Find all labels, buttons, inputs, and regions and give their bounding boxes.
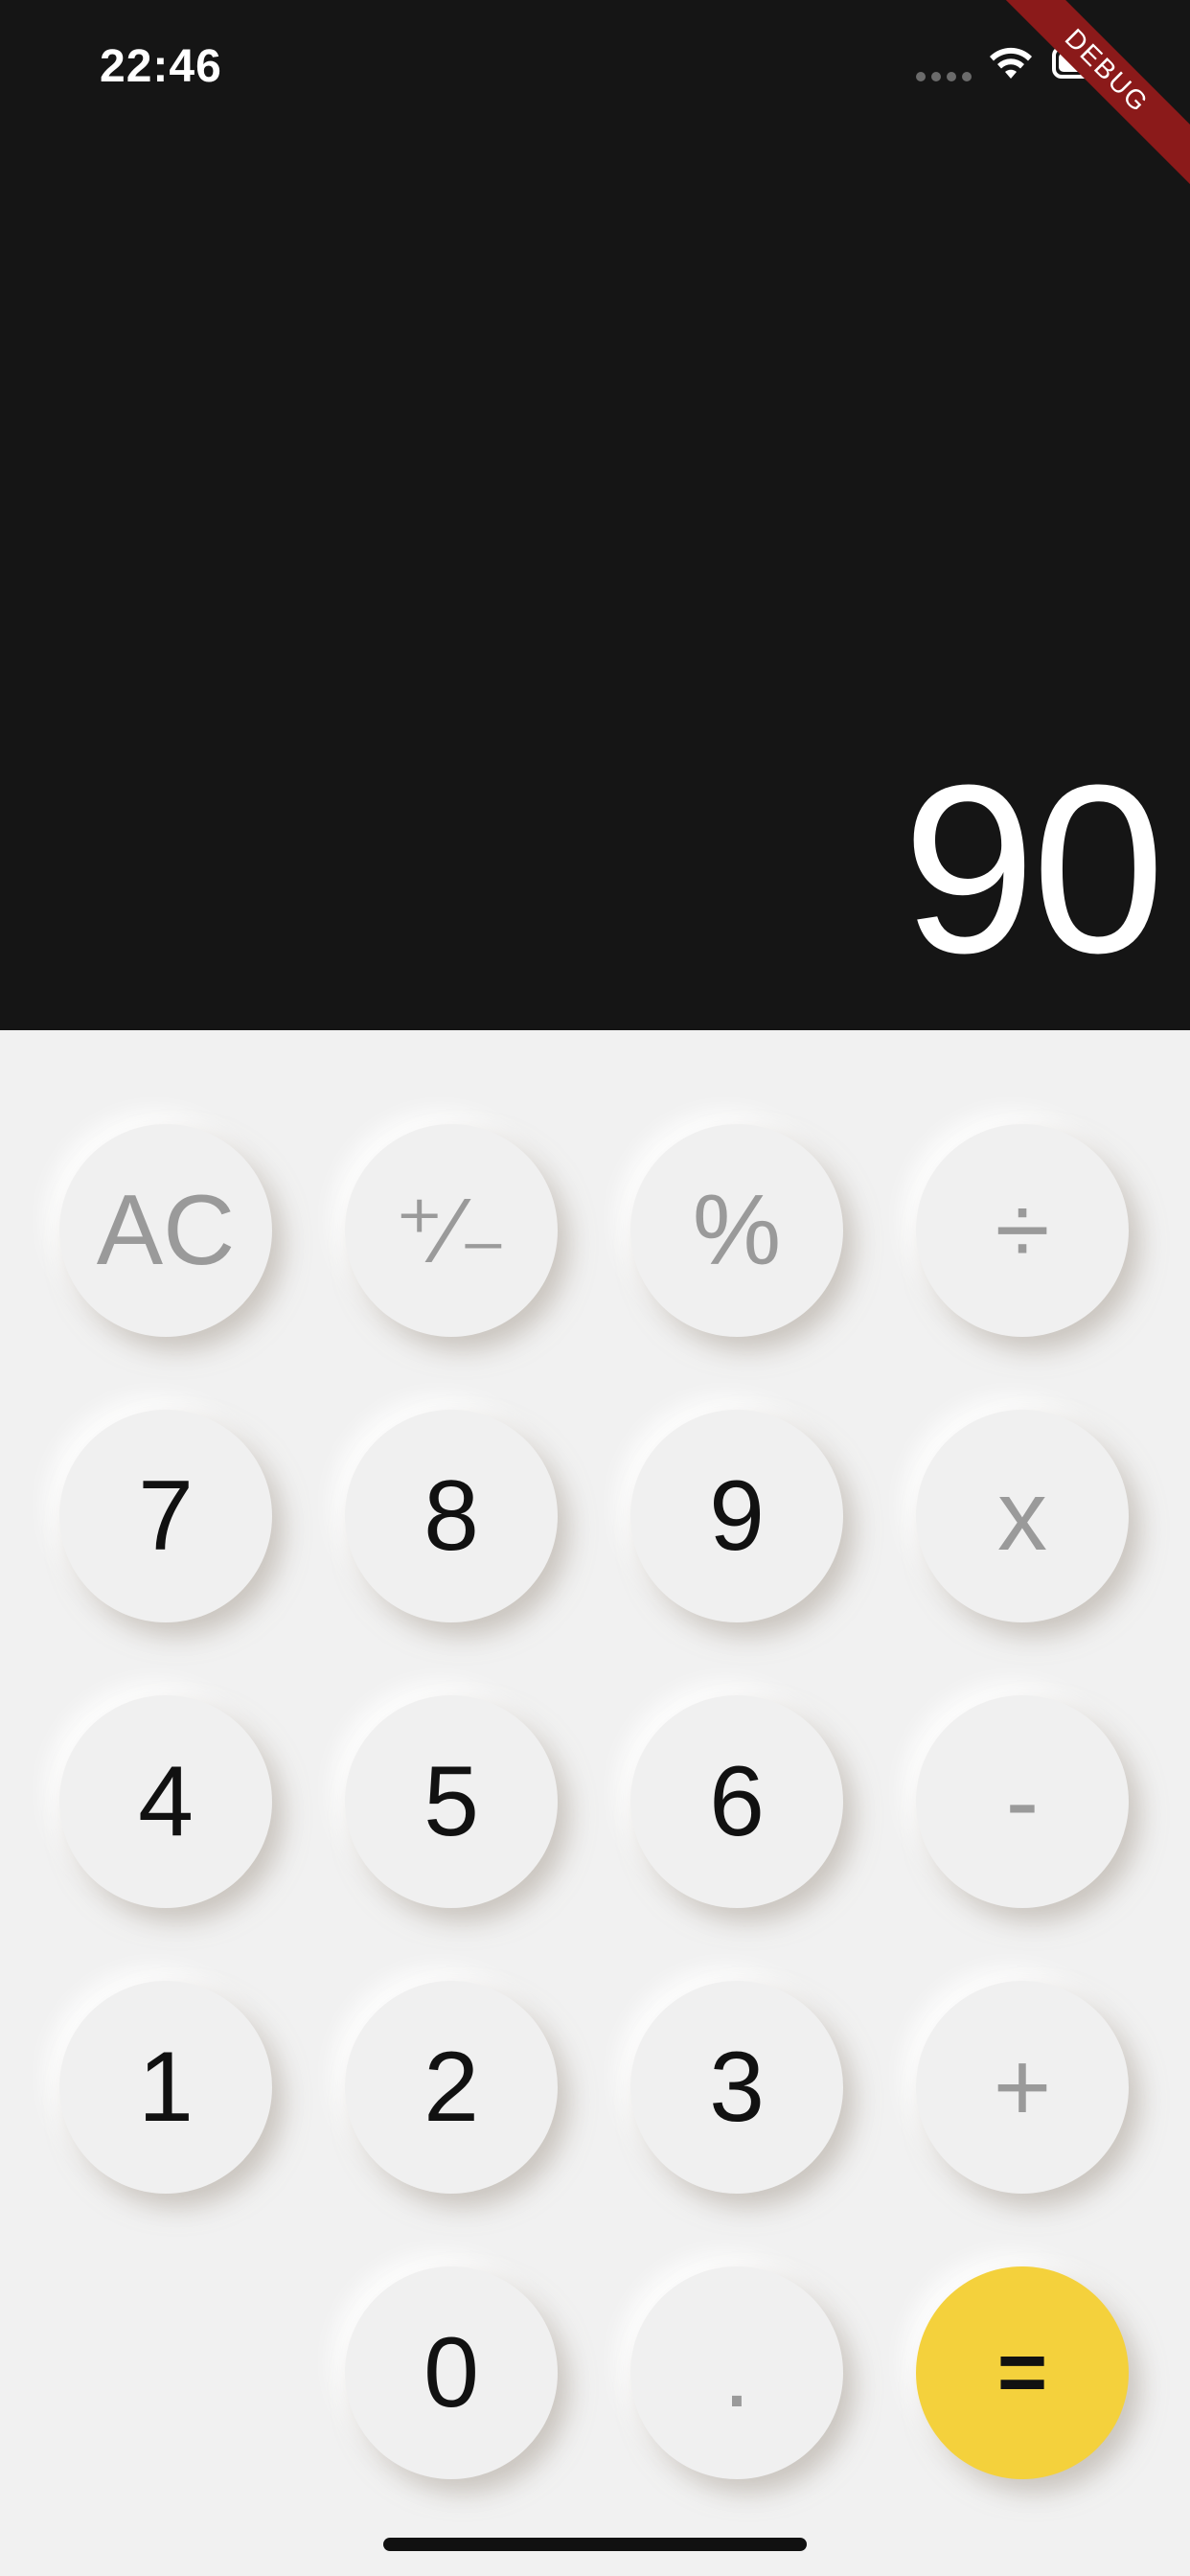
divide-button[interactable]: ÷ <box>916 1124 1129 1337</box>
plus-minus-label: ⁺∕₋ <box>395 1180 508 1282</box>
digit-6-button[interactable]: 6 <box>630 1695 843 1908</box>
debug-banner: DEBUG <box>986 0 1190 192</box>
digit-4-button[interactable]: 4 <box>59 1695 272 1908</box>
digit-3-button[interactable]: 3 <box>630 1981 843 2194</box>
plus-minus-button[interactable]: ⁺∕₋ <box>345 1124 558 1337</box>
equals-button[interactable]: = <box>916 2266 1129 2479</box>
digit-7-button[interactable]: 7 <box>59 1410 272 1622</box>
multiply-button[interactable]: x <box>916 1410 1129 1622</box>
decimal-point-button[interactable]: . <box>630 2266 843 2479</box>
subtract-button[interactable]: - <box>916 1695 1129 1908</box>
home-indicator[interactable] <box>383 2538 807 2551</box>
digit-1-button[interactable]: 1 <box>59 1981 272 2194</box>
signal-dots-icon <box>916 72 972 81</box>
result-display: 90 <box>902 735 1165 1002</box>
digit-2-button[interactable]: 2 <box>345 1981 558 2194</box>
add-button[interactable]: + <box>916 1981 1129 2194</box>
status-time: 22:46 <box>100 41 222 92</box>
digit-5-button[interactable]: 5 <box>345 1695 558 1908</box>
display-panel: 22:46 DEBUG 90 <box>0 0 1190 1030</box>
digit-0-button[interactable]: 0 <box>345 2266 558 2479</box>
keypad: AC ⁺∕₋ % ÷ 7 8 9 x 4 5 6 - 1 2 3 + 0 . = <box>0 1030 1190 2576</box>
all-clear-button[interactable]: AC <box>59 1124 272 1337</box>
wifi-icon <box>990 47 1032 79</box>
digit-9-button[interactable]: 9 <box>630 1410 843 1622</box>
percent-button[interactable]: % <box>630 1124 843 1337</box>
digit-8-button[interactable]: 8 <box>345 1410 558 1622</box>
